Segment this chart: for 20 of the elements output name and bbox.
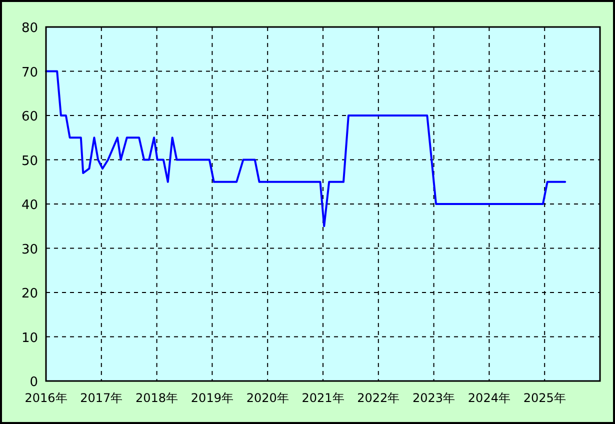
x-tick-label: 2021年: [302, 391, 344, 405]
line-series: [45, 70, 566, 228]
x-tick-label: 2025年: [523, 391, 566, 405]
x-tick-label: 2019年: [190, 391, 234, 405]
y-tick-label: 20: [21, 286, 38, 302]
x-tick-label: 2018年: [136, 391, 178, 405]
y-tick-label: 60: [21, 110, 38, 124]
x-tick-label: 2023年: [412, 391, 456, 405]
y-tick-label: 10: [21, 330, 38, 346]
y-tick-label: 50: [21, 154, 38, 169]
y-tick-label: 70: [21, 65, 38, 80]
y-tick-label: 80: [21, 21, 38, 36]
y-tick-label: 30: [21, 242, 38, 258]
x-tick-label: 2017年: [80, 391, 123, 405]
x-tick-label: 2024年: [468, 391, 510, 405]
x-tick-label: 2016年: [24, 391, 68, 405]
x-tick-label: 2020年: [246, 391, 289, 405]
y-tick-label: 0: [30, 375, 38, 390]
y-tick-label: 40: [21, 198, 38, 213]
x-tick-label: 2022年: [357, 391, 400, 405]
